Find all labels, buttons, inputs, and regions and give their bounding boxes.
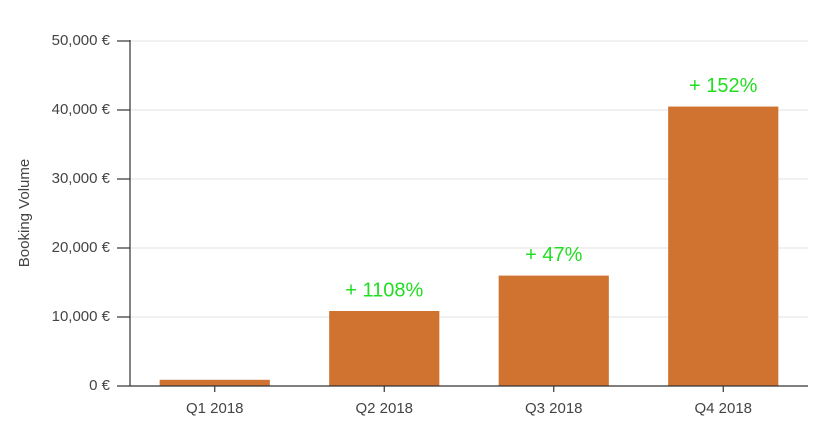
x-tick-label: Q4 2018 — [694, 400, 752, 417]
bar — [329, 310, 440, 386]
growth-label: + 47% — [525, 244, 582, 266]
y-tick-label: 50,000 € — [52, 32, 111, 49]
x-tick-label: Q2 2018 — [355, 400, 413, 417]
y-axis-label: Booking Volume — [16, 159, 33, 267]
growth-label: + 1108% — [345, 279, 423, 301]
growth-label: + 152% — [689, 75, 758, 97]
y-tick-label: 10,000 € — [52, 308, 111, 325]
y-tick-label: 0 € — [89, 377, 111, 394]
bar — [498, 275, 609, 386]
x-tick-label: Q3 2018 — [525, 400, 583, 417]
y-tick-label: 40,000 € — [52, 101, 111, 118]
bar — [668, 106, 779, 387]
y-tick-label: 30,000 € — [52, 170, 111, 187]
y-tick-label: 20,000 € — [52, 239, 111, 256]
x-tick-label: Q1 2018 — [186, 400, 244, 417]
bar — [159, 379, 270, 386]
